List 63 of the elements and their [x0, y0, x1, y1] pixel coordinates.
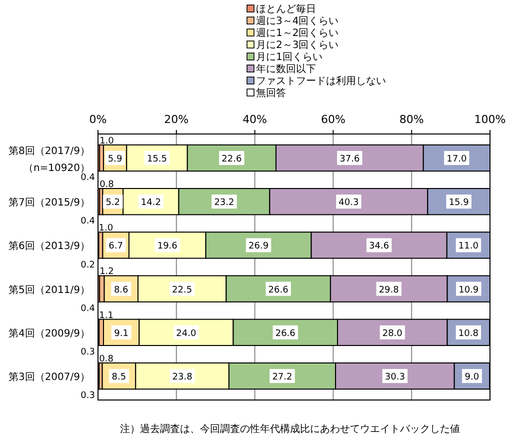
data-label: 28.0 [382, 328, 403, 339]
data-label: 0.8 [99, 354, 114, 364]
data-label: 26.6 [268, 285, 289, 296]
data-label: 5.2 [106, 198, 120, 208]
y-tick-label: 第7回（2015/9） [8, 196, 90, 209]
data-label: 5.9 [108, 154, 122, 164]
data-label: 0.4 [80, 304, 96, 314]
x-tick-label: 80% [399, 113, 424, 126]
data-label: 8.6 [114, 285, 129, 296]
data-label: 26.6 [275, 328, 296, 339]
y-tick-label: 第6回（2013/9） [8, 240, 90, 252]
x-tick-label: 60% [320, 113, 346, 126]
data-label: 8.5 [112, 372, 126, 383]
data-label: 23.8 [172, 372, 193, 383]
data-label: 17.0 [446, 154, 467, 164]
legend-label: 無回答 [256, 87, 286, 99]
data-label: 0.3 [80, 391, 95, 402]
legend-label: 週に3～4回くらい [256, 16, 339, 27]
legend-label: ほとんど毎日 [256, 3, 316, 15]
legend-label: 週に1～2回くらい [256, 28, 339, 39]
x-tick-label: 20% [164, 113, 189, 126]
data-label: 0.8 [100, 180, 114, 190]
data-label: 23.2 [214, 198, 234, 208]
x-tick-label: 100% [474, 113, 506, 126]
data-label: 40.3 [338, 198, 359, 208]
y-tick-label: 第3回（2007/9） [8, 371, 90, 384]
data-label: 1.0 [100, 136, 114, 146]
x-tick-label: 40% [242, 113, 268, 126]
data-label: 0.4 [80, 173, 96, 184]
data-label: 24.0 [176, 328, 196, 339]
data-label: 22.5 [172, 285, 192, 296]
legend-label: 月に2～3回くらい [256, 40, 339, 51]
legend-label: 年に数回以下 [256, 63, 316, 75]
data-label: 19.6 [157, 242, 178, 252]
data-label: 9.0 [464, 372, 480, 383]
data-label: 30.3 [384, 372, 405, 383]
data-label: 29.8 [378, 285, 400, 296]
data-label: 26.9 [248, 242, 269, 252]
data-label: 1.0 [98, 224, 114, 234]
data-label: 0.3 [80, 347, 95, 358]
data-label: 37.6 [340, 154, 360, 164]
data-label: 0.2 [80, 260, 95, 270]
y-tick-label: 第8回（2017/9）（n=10920） [8, 144, 90, 174]
text: 注）過去調査は、今回調査の性年代構成比にあわせてウエイトバックした値 [120, 423, 460, 435]
data-label: 14.2 [140, 198, 161, 208]
legend-label: 月に1回くらい [256, 52, 322, 63]
y-tick-label: 第5回（2011/9） [8, 284, 90, 296]
data-label: 11.0 [458, 242, 479, 252]
legend-label: ファストフードは利用しない [256, 75, 386, 87]
data-label: 6.7 [108, 242, 123, 252]
data-label: 22.6 [222, 154, 242, 164]
data-label: 27.2 [272, 372, 292, 383]
data-label: 9.1 [114, 328, 128, 339]
data-label: 10.9 [458, 285, 479, 296]
data-label: 1.1 [99, 310, 114, 321]
data-label: 34.6 [369, 242, 390, 252]
data-label: 15.9 [448, 198, 470, 208]
data-label: 10.8 [458, 328, 479, 339]
data-label: 1.2 [100, 267, 114, 278]
data-label: 0.4 [80, 216, 96, 227]
data-label: 15.5 [146, 154, 168, 164]
y-tick-label: 第4回（2009/9） [8, 327, 90, 340]
x-tick-label: 0% [89, 113, 107, 126]
